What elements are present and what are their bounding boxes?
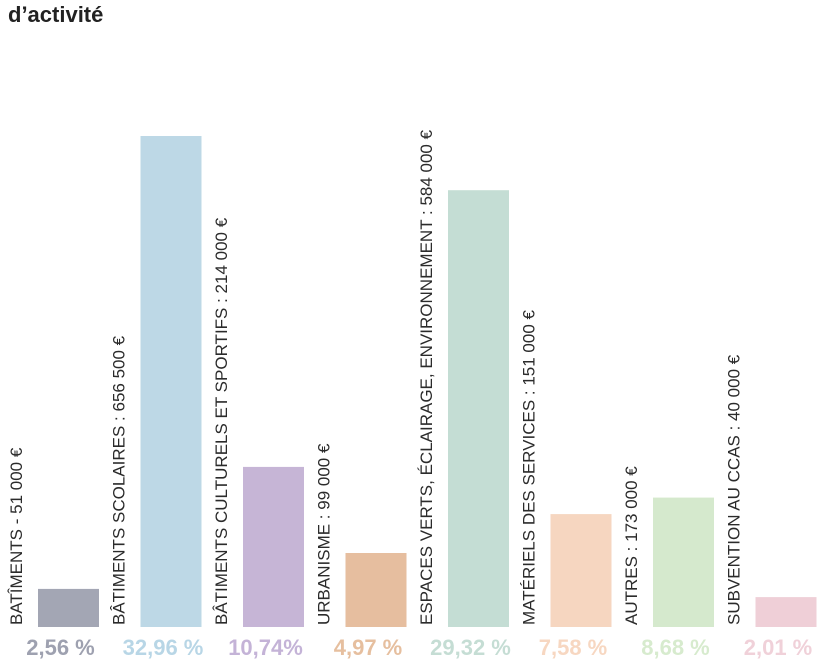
bar <box>550 514 612 627</box>
bar <box>448 190 509 627</box>
bar-labels-group: BATÎMENTS - 51 000 € BÂTIMENTS SCOLAIRES … <box>7 129 744 625</box>
bar-percentage-label: 2,56 % <box>26 635 95 660</box>
bar-percentage-label: 8,68 % <box>641 635 710 660</box>
bar-percentage-label: 32,96 % <box>123 635 204 660</box>
bar-category-label: AUTRES : 173 000 € <box>622 466 641 625</box>
bar-category-label: BATÎMENTS - 51 000 € <box>7 447 26 625</box>
bar-category-label: ESPACES VERTS, ÉCLAIRAGE, ENVIRONNEMENT … <box>417 129 436 625</box>
bar-category-label: BÂTIMENTS CULTURELS ET SPORTIFS : 214 00… <box>212 217 231 625</box>
bar <box>755 597 817 627</box>
percentage-labels-group: 2,56 % 32,96 % 10,74% 4,97 % 29,32 % 7,58 % 8,… <box>26 635 812 660</box>
bar <box>38 588 99 627</box>
bar <box>653 497 714 627</box>
bar-percentage-label: 10,74% <box>228 635 303 660</box>
chart-title: d’activité <box>8 2 103 27</box>
bar-percentage-label: 4,97 % <box>334 635 403 660</box>
bars-group <box>38 136 817 627</box>
bar-percentage-label: 2,01 % <box>744 635 813 660</box>
bar <box>140 136 202 627</box>
bar-category-label: URBANISME : 99 000 € <box>315 443 334 625</box>
bar <box>243 466 304 627</box>
bar-percentage-label: 29,32 % <box>430 635 511 660</box>
bar-category-label: SUBVENTION AU CCAS : 40 000 € <box>725 354 744 625</box>
bar-category-label: MATÉRIELS DES SERVICES : 151 000 € <box>520 309 539 625</box>
bar-percentage-label: 7,58 % <box>539 635 608 660</box>
bar <box>345 553 407 627</box>
bar-category-label: BÂTIMENTS SCOLAIRES : 656 500 € <box>110 335 129 625</box>
